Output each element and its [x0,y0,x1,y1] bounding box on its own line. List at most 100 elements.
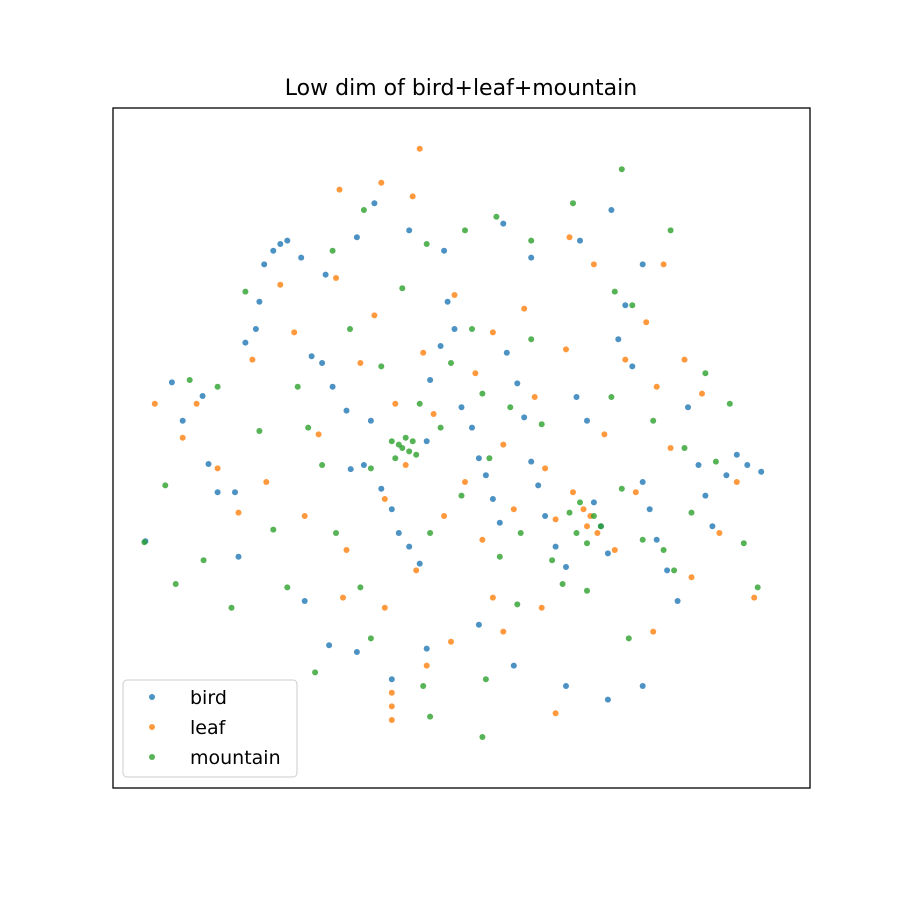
point-mountain-43 [573,530,580,536]
point-mountain-79 [479,734,486,740]
point-mountain-42 [566,509,573,516]
point-leaf-30 [531,394,538,400]
point-mountain-15 [347,326,353,332]
point-bird-55 [639,479,646,485]
point-leaf-20 [430,411,437,417]
point-mountain-2 [172,581,179,587]
point-bird-67 [758,468,765,475]
point-bird-77 [639,261,646,268]
point-bird-1 [168,379,175,386]
point-leaf-29 [521,305,528,312]
point-bird-54 [629,363,636,370]
point-mountain-13 [319,462,326,468]
point-mountain-55 [681,445,688,451]
point-leaf-9 [301,513,308,519]
plot-area [112,107,811,789]
point-bird-21 [360,462,367,468]
point-leaf-4 [235,509,242,516]
point-mountain-57 [702,370,709,377]
point-mountain-62 [329,247,336,254]
point-leaf-8 [291,329,298,336]
point-mountain-44 [577,499,583,506]
point-leaf-60 [381,604,388,611]
point-mountain-63 [360,207,367,213]
point-mountain-58 [712,458,719,465]
point-bird-22 [367,417,374,424]
point-mountain-60 [740,540,747,547]
point-bird-9 [252,326,259,332]
point-leaf-52 [336,186,343,193]
point-bird-76 [608,207,615,213]
point-mountain-36 [507,404,514,411]
point-bird-72 [441,247,448,254]
point-mountain-78 [427,713,434,720]
point-bird-62 [702,492,709,499]
point-bird-8 [242,339,249,346]
point-bird-35 [475,455,482,462]
point-leaf-39 [601,431,608,438]
point-bird-15 [298,254,305,261]
point-leaf-59 [423,662,430,669]
point-bird-75 [577,237,583,244]
point-leaf-12 [343,547,350,553]
point-mountain-64 [399,285,406,292]
point-mountain-4 [200,557,207,564]
point-bird-31 [444,298,451,305]
point-leaf-21 [441,513,448,519]
series-leaf [151,145,758,723]
legend-marker-leaf [149,724,155,730]
point-leaf-64 [552,710,559,717]
point-bird-80 [353,649,360,655]
point-mountain-33 [479,390,486,397]
point-bird-24 [388,506,395,513]
point-bird-30 [437,343,444,349]
point-bird-36 [482,472,489,479]
point-leaf-58 [660,261,667,268]
legend-marker-mountain [149,754,155,760]
point-leaf-56 [566,234,573,241]
point-mountain-0 [141,539,148,546]
point-leaf-2 [193,400,200,407]
point-leaf-65 [388,703,395,710]
point-leaf-33 [563,346,569,353]
point-mountain-53 [660,547,667,553]
point-bird-7 [235,553,242,560]
point-bird-69 [353,234,360,241]
point-leaf-5 [249,356,256,363]
point-mountain-21 [402,434,409,441]
point-leaf-54 [416,145,423,152]
point-leaf-36 [584,523,590,530]
point-leaf-51 [751,594,758,601]
point-leaf-24 [472,370,479,377]
point-bird-78 [301,598,308,604]
point-mountain-49 [618,485,625,492]
point-bird-47 [573,394,580,400]
point-leaf-43 [643,319,650,326]
point-mountain-71 [312,669,319,676]
point-leaf-26 [489,329,496,336]
point-bird-46 [563,564,569,570]
point-leaf-13 [357,360,364,366]
point-mountain-61 [754,584,761,591]
point-mountain-11 [294,383,301,390]
point-leaf-27 [500,441,507,448]
point-mountain-46 [590,513,597,519]
legend: bird leaf mountain [122,679,298,778]
point-bird-29 [427,377,434,383]
point-leaf-38 [594,530,601,536]
point-mountain-67 [493,213,500,220]
point-mountain-35 [496,553,503,560]
point-mountain-8 [256,428,263,434]
point-mountain-28 [427,530,434,536]
legend-label-bird: bird [190,687,227,709]
point-bird-81 [388,676,395,683]
point-mountain-66 [462,227,468,234]
point-mountain-25 [413,451,420,458]
point-mountain-27 [416,400,423,407]
point-mountain-54 [671,567,678,574]
point-leaf-35 [580,506,587,513]
point-leaf-50 [733,479,740,485]
point-mountain-73 [420,683,427,689]
point-mountain-31 [458,492,465,499]
